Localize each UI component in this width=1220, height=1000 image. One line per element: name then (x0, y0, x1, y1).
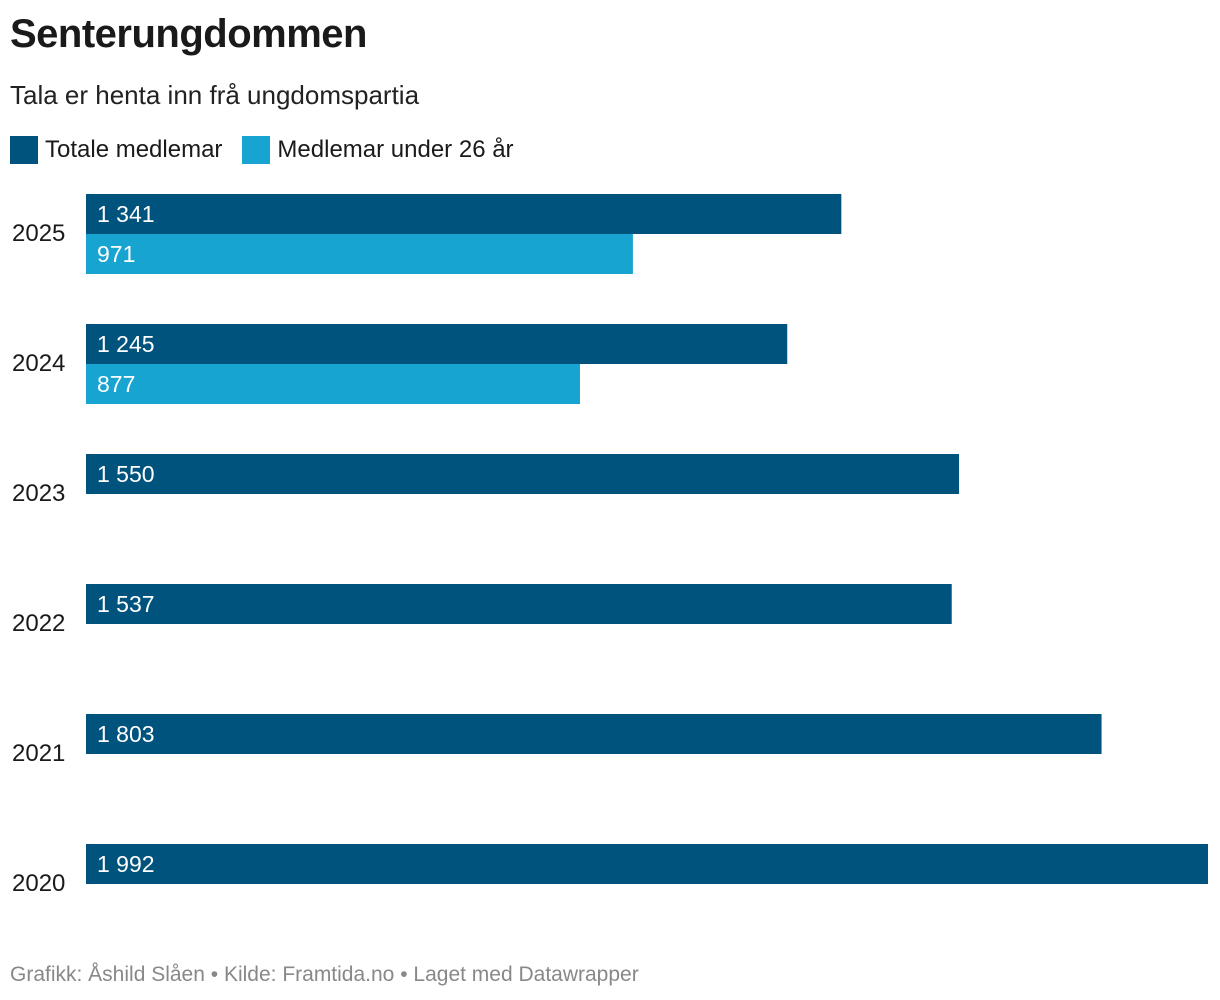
bar-total-2022 (86, 584, 952, 624)
footer-separator-1: • (204, 963, 224, 986)
bar-total-2024 (86, 324, 788, 364)
category-label-2023: 2023 (12, 480, 65, 507)
data-label-under-26-2024: 877 (97, 371, 135, 397)
data-label-total-2024: 1 245 (97, 331, 155, 357)
bar-total-2023 (86, 454, 960, 494)
legend: Totale medlemar Medlemar under 26 år (10, 136, 534, 164)
category-label-2025: 2025 (12, 220, 65, 247)
bar-total-2020 (86, 844, 1208, 884)
bar-under-26-2025 (86, 234, 633, 274)
chart-title: Senterungdommen (10, 12, 367, 56)
data-label-under-26-2025: 971 (97, 241, 135, 267)
category-label-2021: 2021 (12, 740, 65, 767)
chart-subtitle: Tala er henta inn frå ungdomspartia (10, 80, 420, 110)
footer-made-with: Laget med Datawrapper (413, 963, 639, 986)
data-label-total-2020: 1 992 (97, 851, 155, 877)
footer-separator-2: • (394, 963, 414, 986)
bar-chart: 2025 1 341 971 2024 1 245 877 2023 1 550 2022 1 5… (12, 194, 1208, 897)
category-label-2022: 2022 (12, 610, 65, 637)
bar-total-2025 (86, 194, 842, 234)
data-label-total-2021: 1 803 (97, 721, 155, 747)
data-label-total-2023: 1 550 (97, 461, 155, 487)
bar-under-26-2024 (86, 364, 580, 404)
legend-swatch-under-26 (242, 136, 271, 164)
footer: Grafikk: Åshild Slåen • Kilde: Framtida.… (10, 963, 639, 987)
legend-swatch-total (10, 136, 38, 164)
legend-item-under-26: Medlemar under 26 år (242, 136, 514, 164)
footer-credit: Grafikk: Åshild Slåen (10, 963, 205, 986)
category-label-2020: 2020 (12, 870, 65, 897)
data-label-total-2025: 1 341 (97, 201, 155, 227)
legend-label-total: Totale medlemar (45, 136, 223, 163)
data-label-total-2022: 1 537 (97, 591, 155, 617)
legend-item-total: Totale medlemar (10, 136, 222, 164)
footer-source: Kilde: Framtida.no (223, 963, 395, 986)
category-label-2024: 2024 (12, 350, 65, 377)
bar-total-2021 (86, 714, 1102, 754)
legend-label-under-26: Medlemar under 26 år (277, 136, 514, 163)
